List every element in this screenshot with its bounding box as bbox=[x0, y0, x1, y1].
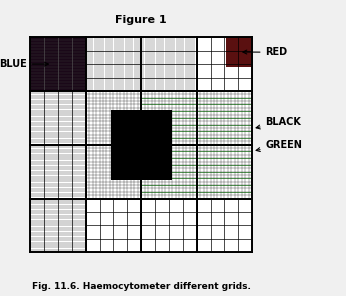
Bar bbox=[30, 37, 252, 252]
Text: Fig. 11.6. Haemocytometer different grids.: Fig. 11.6. Haemocytometer different grid… bbox=[32, 282, 251, 292]
Text: Figure 1: Figure 1 bbox=[115, 15, 167, 25]
Text: RED: RED bbox=[243, 47, 288, 57]
Text: BLUE: BLUE bbox=[0, 59, 48, 69]
Bar bbox=[30, 37, 86, 91]
Text: GREEN: GREEN bbox=[256, 140, 302, 152]
Text: BLACK: BLACK bbox=[256, 117, 301, 129]
Bar bbox=[111, 110, 172, 180]
Bar bbox=[226, 37, 252, 67]
